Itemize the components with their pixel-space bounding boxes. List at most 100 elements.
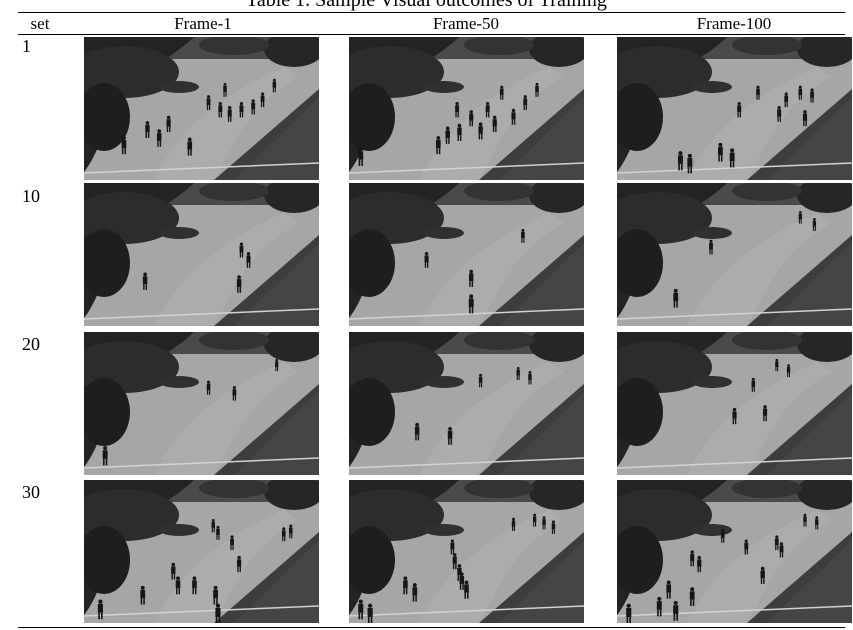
table-caption: Table 1. Sample Visual outcomes of Train…	[246, 0, 607, 11]
pedestrian	[230, 535, 234, 551]
pedestrian	[528, 371, 532, 385]
pedestrian	[156, 129, 162, 147]
pedestrian	[478, 373, 483, 388]
pedestrian	[459, 572, 465, 590]
pedestrian	[492, 115, 497, 133]
pedestrian	[732, 407, 737, 425]
pedestrian	[211, 519, 215, 533]
set-label-row-4: 30	[22, 482, 40, 502]
pedestrian	[815, 516, 819, 530]
pedestrian	[478, 122, 483, 140]
pedestrian	[812, 217, 817, 232]
pedestrian	[762, 405, 768, 422]
pedestrian	[810, 88, 814, 103]
pedestrian	[511, 517, 516, 531]
frame-image-set-10-frame-50	[349, 183, 584, 326]
pedestrian	[232, 386, 237, 401]
pedestrian	[464, 580, 469, 599]
scene-svg	[84, 37, 319, 180]
pedestrian	[121, 136, 127, 155]
pedestrian	[756, 85, 760, 100]
pedestrian	[737, 101, 742, 118]
pedestrian	[239, 101, 244, 118]
pedestrian	[455, 101, 460, 118]
pedestrian	[223, 82, 227, 97]
header-frame-1: Frame-1	[174, 14, 232, 33]
pedestrian	[673, 288, 679, 308]
pedestrian	[447, 426, 453, 445]
scene-svg	[349, 332, 584, 475]
pedestrian	[673, 600, 679, 621]
pedestrian	[457, 123, 462, 141]
frame-image-set-1-frame-100	[617, 37, 852, 180]
pedestrian	[516, 366, 520, 381]
pedestrian	[779, 542, 784, 558]
frame-image-set-30-frame-50	[349, 480, 584, 623]
frame-image-set-1-frame-50	[349, 37, 584, 180]
scene-svg	[349, 37, 584, 180]
pedestrian	[227, 106, 232, 122]
pedestrian	[690, 550, 695, 567]
pedestrian	[798, 211, 802, 224]
pedestrian	[403, 576, 408, 595]
pedestrian	[142, 272, 148, 290]
pedestrian	[803, 513, 807, 527]
frame-image-set-20-frame-1	[84, 332, 319, 475]
frame-image-set-20-frame-100	[617, 332, 852, 475]
pedestrian	[535, 82, 539, 97]
pedestrian	[166, 115, 171, 133]
pedestrian	[206, 95, 211, 111]
pedestrian	[774, 535, 779, 551]
pedestrian	[521, 228, 525, 243]
frame-image-set-1-frame-1	[84, 37, 319, 180]
pedestrian	[718, 142, 723, 162]
pedestrian	[445, 126, 450, 144]
scene-svg	[617, 480, 852, 623]
pedestrian	[246, 252, 251, 268]
pedestrian	[532, 513, 537, 527]
pedestrian	[213, 585, 218, 605]
pedestrian	[677, 151, 683, 171]
scene-svg	[617, 183, 852, 326]
pedestrian	[802, 110, 808, 127]
header-frame-50: Frame-50	[432, 14, 500, 33]
header-set-label: set	[30, 14, 50, 33]
pedestrian	[542, 516, 546, 530]
pedestrian	[760, 566, 765, 584]
pedestrian	[272, 78, 277, 93]
scene-svg	[349, 183, 584, 326]
pedestrian	[218, 101, 223, 118]
pedestrian	[511, 108, 516, 125]
pedestrian	[709, 239, 713, 255]
pedestrian	[689, 587, 695, 607]
pedestrian	[656, 596, 662, 617]
pedestrian	[666, 580, 672, 599]
pedestrian	[499, 85, 504, 100]
pedestrian	[171, 562, 176, 580]
pedestrian	[468, 294, 474, 314]
pedestrian	[140, 585, 146, 605]
pedestrian	[414, 422, 420, 441]
pedestrian	[729, 148, 735, 168]
pedestrian	[775, 358, 779, 372]
table-top-rule	[18, 12, 845, 13]
scene-svg	[349, 480, 584, 623]
pedestrian	[215, 603, 221, 623]
pedestrian	[777, 106, 782, 122]
pedestrian	[798, 85, 803, 100]
pedestrian	[367, 603, 373, 623]
pedestrian	[551, 520, 556, 534]
header-frame-100: Frame-100	[696, 14, 772, 33]
pedestrian	[485, 101, 490, 118]
pedestrian	[175, 576, 181, 595]
frame-image-set-10-frame-100	[617, 183, 852, 326]
pedestrian	[687, 153, 693, 174]
pedestrian	[450, 539, 455, 555]
pedestrian	[289, 524, 293, 539]
pedestrian	[435, 136, 441, 155]
pedestrian	[236, 275, 242, 293]
scene-svg	[617, 332, 852, 475]
pedestrian	[452, 553, 457, 570]
pedestrian	[469, 110, 474, 127]
pedestrian	[786, 364, 791, 378]
